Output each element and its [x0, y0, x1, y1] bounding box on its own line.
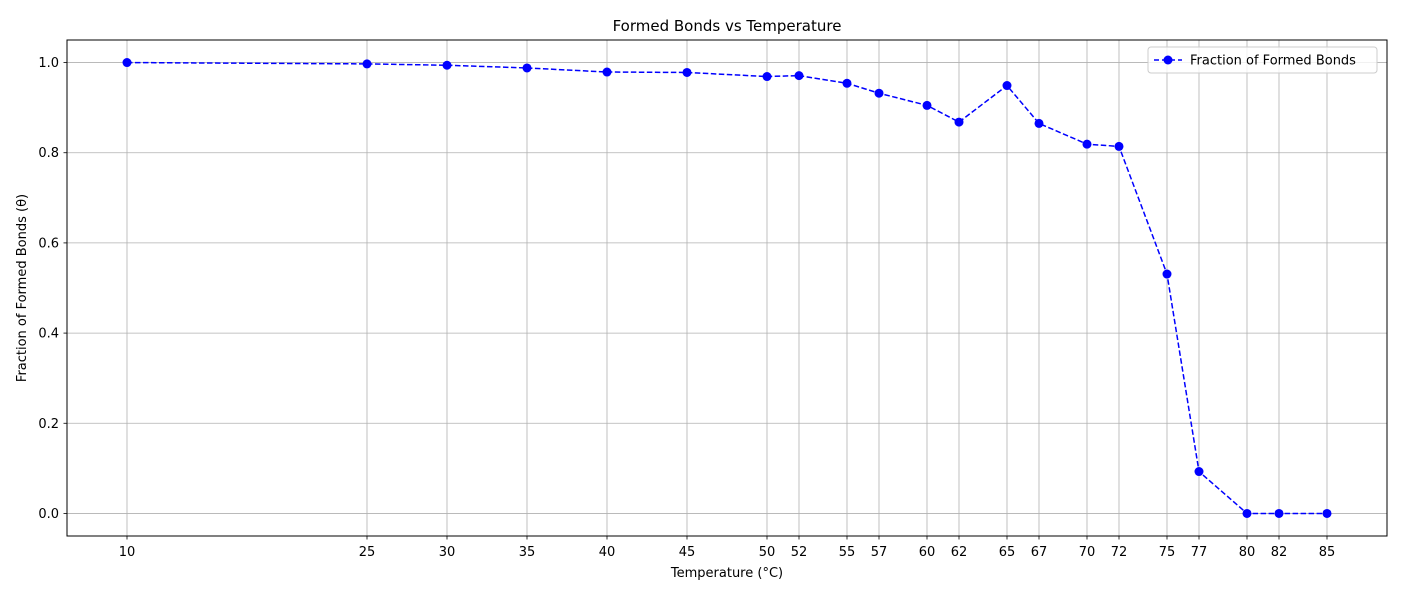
- data-point: [954, 117, 964, 127]
- y-axis: 0.0 0.2 0.4 0.6 0.8 1.0: [38, 56, 67, 522]
- x-tick-label: 25: [359, 545, 376, 560]
- x-tick-label: 85: [1319, 545, 1336, 560]
- x-tick-label: 60: [919, 545, 936, 560]
- x-tick-label: 67: [1031, 545, 1048, 560]
- x-tick-label: 50: [759, 545, 776, 560]
- y-tick-label: 0.0: [38, 507, 59, 522]
- x-tick-label: 57: [871, 545, 888, 560]
- x-tick-label: 75: [1159, 545, 1176, 560]
- x-tick-label: 77: [1191, 545, 1208, 560]
- x-tick-label: 35: [519, 545, 536, 560]
- x-tick-label: 65: [999, 545, 1016, 560]
- y-tick-label: 0.6: [38, 236, 59, 251]
- data-point: [922, 100, 932, 110]
- x-tick-label: 40: [599, 545, 616, 560]
- x-tick-label: 10: [119, 545, 136, 560]
- chart-title: Formed Bonds vs Temperature: [613, 17, 842, 35]
- y-tick-label: 0.2: [38, 417, 59, 432]
- x-tick-label: 52: [791, 545, 808, 560]
- data-point: [122, 58, 132, 68]
- data-point: [442, 60, 452, 70]
- data-point: [794, 71, 804, 81]
- data-point: [1082, 139, 1092, 149]
- data-point: [602, 67, 612, 77]
- data-point: [1322, 508, 1332, 518]
- data-point: [762, 72, 772, 82]
- x-axis-label: Temperature (°C): [670, 566, 783, 581]
- y-tick-label: 0.8: [38, 146, 59, 161]
- series-group: [122, 58, 1332, 518]
- legend-label: Fraction of Formed Bonds: [1190, 54, 1356, 69]
- data-point: [1194, 467, 1204, 477]
- y-axis-label: Fraction of Formed Bonds (θ): [15, 194, 30, 382]
- data-point: [1274, 508, 1284, 518]
- x-axis: 10 25 30 35 40 45 50 52 55 57 60 62 65 67 70 72 75 77 80 82…: [119, 536, 1336, 560]
- x-tick-label: 30: [439, 545, 456, 560]
- x-tick-label: 70: [1079, 545, 1096, 560]
- y-tick-label: 1.0: [38, 56, 59, 71]
- legend-box: [1147, 46, 1378, 74]
- data-point: [362, 59, 372, 69]
- data-point: [842, 78, 852, 88]
- x-tick-label: 62: [951, 545, 968, 560]
- x-tick-label: 55: [839, 545, 856, 560]
- data-point: [1162, 269, 1172, 279]
- data-point: [522, 63, 532, 73]
- x-tick-label: 72: [1111, 545, 1128, 560]
- data-point: [1114, 141, 1124, 151]
- plot-frame: [66, 39, 1388, 537]
- x-tick-label: 45: [679, 545, 696, 560]
- data-point: [1034, 118, 1044, 128]
- x-tick-label: 80: [1239, 545, 1256, 560]
- legend-marker-sample: [1163, 55, 1173, 65]
- data-point: [874, 88, 884, 98]
- data-point: [682, 67, 692, 77]
- data-point: [1242, 508, 1252, 518]
- data-point: [1002, 81, 1012, 91]
- x-tick-label: 82: [1271, 545, 1288, 560]
- legend: Fraction of Formed Bonds: [1147, 46, 1378, 74]
- y-tick-label: 0.4: [38, 327, 59, 342]
